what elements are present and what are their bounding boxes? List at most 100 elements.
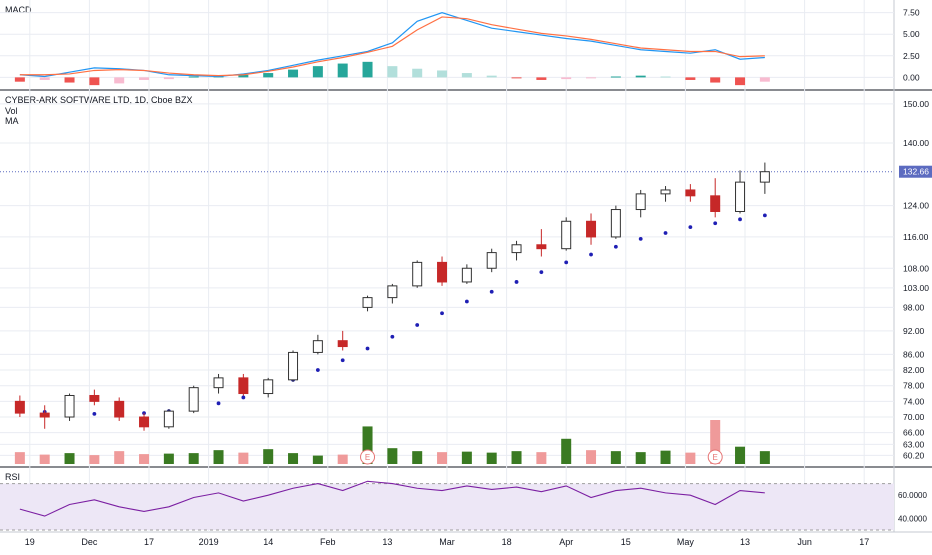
- moving-average-point: [539, 270, 544, 275]
- macd-histogram-bar: [64, 77, 75, 83]
- volume-bar: [288, 453, 299, 464]
- x-tick-label: 13: [740, 537, 750, 547]
- volume-bar: [213, 450, 224, 464]
- rsi-band: [0, 483, 894, 530]
- x-tick-label: 14: [263, 537, 273, 547]
- moving-average-point: [489, 289, 494, 294]
- earnings-marker-label: E: [713, 453, 718, 462]
- macd-histogram-bar: [710, 77, 721, 83]
- y-tick-label: 66.00: [903, 428, 925, 438]
- macd-histogram-bar: [139, 77, 150, 80]
- macd-histogram-bar: [536, 77, 547, 80]
- macd-histogram-bar: [461, 73, 472, 78]
- volume-bar: [64, 453, 75, 464]
- macd-histogram-bar: [735, 77, 746, 86]
- y-tick-label: 108.00: [903, 263, 929, 273]
- moving-average-point: [514, 280, 519, 284]
- volume-bar: [263, 449, 274, 464]
- volume-bar: [685, 452, 696, 464]
- macd-pane-label: MACD: [5, 5, 32, 15]
- macd-layer: [14, 11, 770, 86]
- candle-body: [188, 387, 199, 412]
- macd-histogram-bar: [660, 76, 671, 78]
- moving-average-point: [663, 231, 668, 235]
- last-price-label: 132.66: [903, 167, 929, 177]
- y-tick-label: 124.00: [903, 201, 929, 211]
- y-tick-label: 140.00: [903, 138, 929, 148]
- volume-bar: [586, 450, 597, 464]
- candle-body: [461, 267, 472, 283]
- x-tick-label: 13: [382, 537, 392, 547]
- candle-body: [561, 220, 572, 250]
- volume-bar: [312, 455, 323, 464]
- signal-line: [19, 16, 765, 77]
- y-tick-label: 70.00: [903, 412, 925, 422]
- candle-body: [486, 252, 497, 269]
- volume-label: Vol: [5, 106, 18, 116]
- volume-bar: [139, 454, 150, 464]
- candle-body: [635, 193, 646, 211]
- candle-body: [437, 261, 448, 283]
- ma-label: MA: [5, 116, 19, 126]
- rsi-pane: RSI: [5, 472, 20, 482]
- x-tick-label: Jun: [797, 537, 812, 547]
- rsi-layer: [0, 480, 894, 531]
- x-tick-label: 15: [621, 537, 631, 547]
- moving-average-point: [738, 217, 742, 222]
- candle-body: [238, 377, 249, 395]
- moving-average-point: [688, 225, 693, 230]
- y-tick-label: 98.00: [903, 302, 925, 312]
- y-tick-label: 74.00: [903, 396, 925, 406]
- y-tick-label: 86.00: [903, 349, 925, 359]
- volume-bar: [14, 452, 25, 464]
- macd-histogram-bar: [89, 77, 100, 86]
- macd-histogram-bar: [337, 63, 348, 78]
- macd-y-tick-label: 5.00: [903, 29, 920, 39]
- volume-bar: [437, 452, 448, 464]
- x-tick-label: Apr: [559, 537, 573, 547]
- y-tick-label: 63.00: [903, 439, 925, 449]
- volume-bar: [486, 452, 497, 464]
- volume-bar: [188, 453, 199, 464]
- rsi-pane-label: RSI: [5, 472, 20, 482]
- candle-body: [586, 220, 597, 238]
- candle-body: [362, 297, 373, 308]
- x-tick-label: 18: [502, 537, 512, 547]
- volume-bar: [337, 454, 348, 464]
- moving-average-point: [440, 311, 444, 316]
- x-tick-label: 2019: [199, 537, 219, 547]
- x-tick-label: Dec: [81, 537, 98, 547]
- x-tick-label: 17: [144, 537, 154, 547]
- candle-body: [288, 351, 299, 381]
- candle-body: [14, 400, 25, 414]
- moving-average-point: [315, 368, 320, 372]
- candle-body: [660, 189, 671, 195]
- moving-average-point: [241, 395, 246, 400]
- volume-bar: [163, 453, 174, 464]
- volume-bar: [89, 455, 100, 464]
- volume-bar: [561, 438, 572, 464]
- last-price-badge: [899, 165, 932, 178]
- macd-histogram-bar: [511, 77, 522, 79]
- macd-histogram-bar: [437, 70, 448, 78]
- y-tick-label: 103.00: [903, 283, 929, 293]
- macd-y-tick-label: 7.50: [903, 8, 920, 18]
- macd-histogram-bar: [610, 76, 621, 78]
- macd-histogram-bar: [114, 77, 125, 84]
- macd-histogram-bar: [312, 66, 323, 78]
- y-tick-label: 116.00: [903, 232, 929, 242]
- volume-bar: [635, 452, 646, 464]
- macd-histogram-bar: [39, 77, 50, 80]
- candle-body: [64, 394, 75, 418]
- volume-bar: [511, 451, 522, 464]
- moving-average-point: [589, 252, 593, 257]
- volume-bar: [412, 451, 423, 464]
- price-pane: CYBER-ARK SOFTWARE LTD, 1D, Cboe BZX Vol…: [5, 95, 193, 126]
- moving-average-point: [92, 411, 97, 416]
- moving-average-point: [713, 221, 718, 226]
- candle-body: [263, 379, 274, 395]
- x-tick-label: 19: [25, 537, 35, 547]
- rsi-y-tick-label: 60.0000: [898, 491, 927, 500]
